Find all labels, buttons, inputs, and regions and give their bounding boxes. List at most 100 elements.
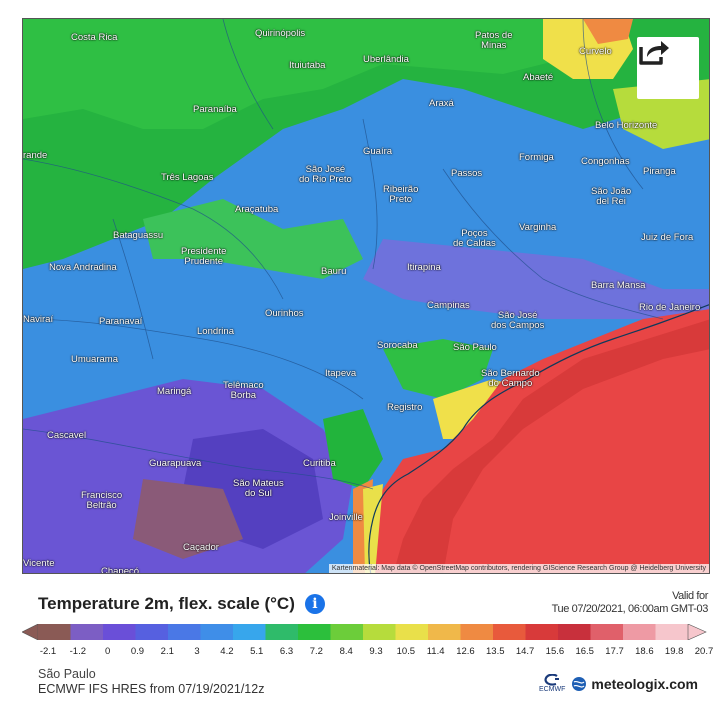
city-label: Itapeva (325, 368, 357, 379)
city-label: Congonhas (581, 156, 630, 167)
scale-tick-label: 5.1 (250, 646, 264, 657)
scale-tick-label: 17.7 (605, 646, 624, 657)
city-label: Curvelo (579, 46, 612, 57)
city-label: Nova Andradina (49, 262, 117, 273)
city-label: Rio de Janeiro (639, 302, 701, 313)
city-label: Vicente (23, 558, 55, 569)
city-label: Londrina (197, 326, 234, 337)
map-attribution: Kartenmaterial: Map data © OpenStreetMap… (328, 564, 709, 573)
scale-tick-label: -2.1 (39, 646, 57, 657)
scale-tick-label: 8.4 (339, 646, 353, 657)
scale-segment (135, 624, 169, 640)
city-label: Juiz de Fora (641, 232, 694, 243)
scale-tick-label: 20.7 (694, 646, 714, 657)
scale-segment (38, 624, 71, 640)
meteologix-globe-icon (572, 676, 587, 691)
city-label: São Mateus do Sul (233, 478, 284, 499)
scale-segment (298, 624, 331, 640)
valid-date: Tue 07/20/2021, 06:00am GMT-03 (551, 603, 709, 615)
weather-map[interactable]: Costa Rica Quirinópolis Patos de Minas Curv… (22, 18, 710, 574)
city-label: Varginha (519, 222, 557, 233)
scale-tick-label: 2.1 (160, 646, 174, 657)
brand-logo[interactable]: ECMWF meteologix.com (539, 674, 698, 693)
scale-segment (655, 624, 689, 640)
legend-title-row: Temperature 2m, flex. scale (°C) i (38, 594, 325, 614)
scale-segment (363, 624, 396, 640)
scale-segment (265, 624, 299, 640)
city-label: Poços de Caldas (453, 228, 496, 249)
city-label: Maringá (157, 386, 192, 397)
city-label: Bauru (321, 266, 347, 277)
scale-tick-label: 16.5 (575, 646, 594, 657)
city-label: Abaeté (523, 72, 554, 83)
scale-tick-label: 14.7 (515, 646, 535, 657)
city-label: Costa Rica (71, 32, 118, 43)
location-label: São Paulo (38, 667, 96, 681)
scale-segment (103, 624, 136, 640)
city-label: Campinas (427, 300, 470, 311)
ecmwf-logo: ECMWF (539, 674, 565, 693)
scale-segment (590, 624, 624, 640)
scale-tick-label: 0.9 (130, 646, 145, 657)
scale-segment (395, 624, 429, 640)
city-label: Chapecó (101, 566, 140, 574)
city-label: Formiga (519, 152, 554, 163)
city-label: Araxá (429, 98, 454, 109)
scale-arrow-high (687, 624, 707, 640)
scale-segment (493, 624, 526, 640)
scale-segment (233, 624, 266, 640)
ecmwf-icon (544, 674, 560, 686)
city-label: Barra Mansa (591, 280, 646, 291)
scale-tick-label: 12.6 (456, 646, 475, 657)
city-label: Piranga (643, 166, 676, 177)
city-label: Umuarama (71, 354, 118, 365)
scale-tick-label: 18.6 (635, 646, 654, 657)
city-label: Três Lagoas (161, 172, 214, 183)
scale-tick-label: 4.2 (220, 646, 234, 657)
city-label: Belo Horizonte (595, 120, 658, 131)
scale-arrow-low (22, 624, 39, 640)
city-label: Curitiba (303, 458, 336, 469)
valid-time: Valid for Tue 07/20/2021, 06:00am GMT-03 (551, 590, 709, 616)
city-label: Cascavel (47, 430, 87, 441)
city-label: Telêmaco Borba (223, 380, 264, 401)
city-label: rande (23, 150, 48, 161)
city-label: Sorocaba (377, 340, 418, 351)
city-label: Ourinhos (265, 308, 304, 319)
city-label: Quirinópolis (255, 28, 306, 39)
city-label: Itirapina (407, 262, 441, 273)
scale-segment (200, 624, 234, 640)
city-label: Paranaíba (193, 104, 237, 115)
legend-panel: Temperature 2m, flex. scale (°C) i Valid… (0, 574, 720, 702)
share-icon (639, 41, 669, 65)
scale-segment (168, 624, 201, 640)
info-icon[interactable]: i (304, 594, 325, 614)
city-label: Joinville (329, 512, 363, 523)
city-label: São Bernardo do Campo (481, 368, 540, 389)
city-label: São José dos Campos (491, 310, 545, 331)
scale-tick-label: 15.6 (545, 646, 565, 657)
scale-segment (623, 624, 656, 640)
city-label: Uberlândia (363, 54, 409, 65)
color-scale-bar (22, 624, 707, 640)
scale-tick-label: -1.2 (69, 646, 86, 657)
scale-segment (330, 624, 364, 640)
ecmwf-label: ECMWF (538, 686, 566, 693)
scale-tick-label: 0 (104, 646, 111, 657)
city-label: Caçador (183, 542, 219, 553)
scale-tick-label: 10.5 (396, 646, 416, 657)
city-label: Guaíra (363, 146, 393, 157)
model-label: ECMWF IFS HRES from 07/19/2021/12z (38, 682, 265, 696)
city-label: São João del Rei (591, 186, 632, 207)
brand-name: meteologix.com (591, 675, 698, 692)
scale-tick-label: 7.2 (309, 646, 323, 657)
city-label: Araçatuba (235, 204, 279, 215)
valid-label: Valid for (672, 590, 708, 602)
temperature-field (23, 19, 709, 573)
scale-segment (70, 624, 104, 640)
city-label: Bataguassu (113, 230, 164, 241)
scale-tick-label: 11.4 (426, 646, 445, 657)
city-label: Ituiutaba (289, 60, 326, 71)
share-button[interactable] (637, 37, 699, 99)
